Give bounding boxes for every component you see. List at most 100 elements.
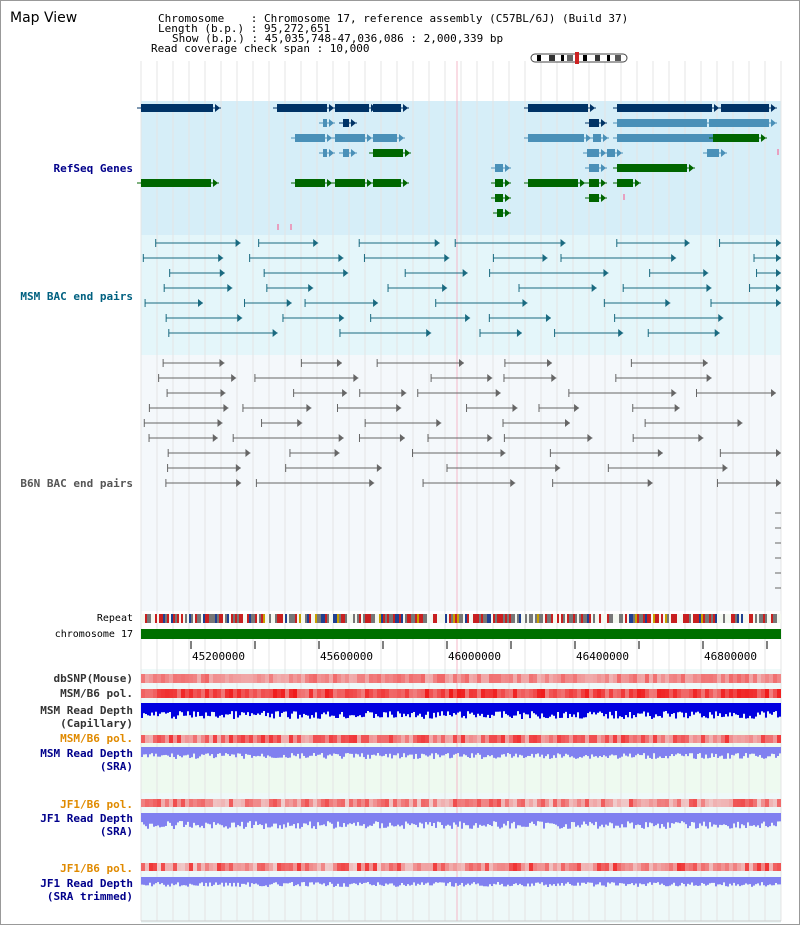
gene-strand-arrow xyxy=(761,134,766,142)
chromosome-bar xyxy=(141,629,781,639)
read-depth-bar xyxy=(371,703,373,713)
track-label-jf1-b6-pol-2[interactable]: JF1/B6 pol. xyxy=(60,862,133,875)
pol-density-cell xyxy=(713,863,717,871)
pol-density-cell xyxy=(405,799,409,807)
read-depth-bar xyxy=(171,877,173,884)
read-depth-bar xyxy=(227,747,229,755)
read-depth-bar xyxy=(569,813,571,829)
pol-density-cell xyxy=(281,799,285,807)
read-depth-bar xyxy=(717,813,719,828)
read-depth-bar xyxy=(443,813,445,829)
read-depth-bar xyxy=(661,813,663,825)
pol-density-cell xyxy=(761,689,765,698)
read-depth-bar xyxy=(551,877,553,886)
repeat-element xyxy=(399,614,401,623)
read-depth-bar xyxy=(475,703,477,718)
repeat-element xyxy=(237,614,239,623)
read-depth-bar xyxy=(193,703,195,712)
pol-density-cell xyxy=(593,689,597,698)
read-depth-bar xyxy=(587,747,589,757)
track-label-chromosome[interactable]: chromosome 17 xyxy=(54,629,133,640)
pol-density-cell xyxy=(261,735,265,743)
pol-density-cell xyxy=(497,735,501,743)
gene-exon-block xyxy=(495,164,503,172)
read-depth-bar xyxy=(549,703,551,717)
pol-density-cell xyxy=(385,799,389,807)
repeat-element xyxy=(757,614,759,623)
track-label-msm-bac[interactable]: MSM BAC end pairs xyxy=(20,290,133,303)
read-depth-bar xyxy=(311,703,313,716)
repeat-element xyxy=(473,614,475,623)
repeat-element xyxy=(437,614,439,623)
read-depth-bar xyxy=(317,747,319,755)
pol-density-cell xyxy=(685,799,689,807)
read-depth-bar xyxy=(755,747,757,756)
read-depth-bar xyxy=(593,813,595,826)
read-depth-bar xyxy=(701,747,703,758)
pol-density-cell xyxy=(673,863,677,871)
read-depth-bar xyxy=(243,747,245,759)
repeat-element xyxy=(425,614,427,623)
repeat-element xyxy=(687,614,689,623)
read-depth-bar xyxy=(145,813,147,827)
dbsnp-density-cell xyxy=(681,674,685,683)
dbsnp-density-cell xyxy=(413,674,417,683)
bac-end-arrow xyxy=(223,404,229,412)
track-label-msm-depth-cap[interactable]: MSM Read Depth xyxy=(40,704,133,717)
repeat-element xyxy=(465,614,467,623)
repeat-element xyxy=(375,614,377,623)
read-depth-bar xyxy=(565,813,567,825)
gene-strand-arrow xyxy=(771,119,776,127)
track-label-b6n-bac[interactable]: B6N BAC end pairs xyxy=(20,477,133,490)
read-depth-bar xyxy=(235,747,237,758)
track-label-msm-b6-pol-1[interactable]: MSM/B6 pol. xyxy=(60,687,133,700)
read-depth-bar xyxy=(155,747,157,754)
read-depth-bar xyxy=(217,813,219,824)
bac-end-arrow xyxy=(618,329,624,337)
track-label-dbsnp[interactable]: dbSNP(Mouse) xyxy=(53,672,133,685)
repeat-element xyxy=(449,614,451,623)
track-label-jf1-depth-trim[interactable]: JF1 Read Depth xyxy=(40,877,133,890)
read-depth-bar xyxy=(673,877,675,883)
track-label-msm-depth-sra[interactable]: MSM Read Depth xyxy=(40,747,133,760)
read-depth-bar xyxy=(461,813,463,829)
repeat-element xyxy=(405,614,407,623)
track-label-msm-b6-pol-2[interactable]: MSM/B6 pol. xyxy=(60,732,133,745)
track-label-jf1-depth-sra[interactable]: JF1 Read Depth xyxy=(40,812,133,825)
repeat-element xyxy=(177,614,179,623)
track-label-jf1-b6-pol-1[interactable]: JF1/B6 pol. xyxy=(60,798,133,811)
pol-density-cell xyxy=(713,735,717,743)
repeat-element xyxy=(597,614,599,623)
read-depth-bar xyxy=(275,703,277,712)
pol-density-cell xyxy=(253,689,257,698)
read-depth-bar xyxy=(771,813,773,823)
read-depth-bar xyxy=(387,877,389,885)
read-depth-bar xyxy=(335,813,337,828)
read-depth-bar xyxy=(181,877,183,886)
gene-exon-block xyxy=(323,149,327,157)
read-depth-bar xyxy=(377,703,379,717)
read-depth-bar xyxy=(749,813,751,826)
read-depth-bar xyxy=(203,747,205,755)
read-depth-bar xyxy=(617,877,619,886)
pol-density-cell xyxy=(217,799,221,807)
pol-density-cell xyxy=(557,863,561,871)
gene-exon-block xyxy=(343,149,349,157)
read-depth-bar xyxy=(149,747,151,755)
read-depth-bar xyxy=(405,877,407,887)
read-depth-bar xyxy=(725,747,727,759)
repeat-element xyxy=(737,614,739,623)
repeat-element xyxy=(729,614,731,623)
dbsnp-density-cell xyxy=(445,674,449,683)
read-depth-bar xyxy=(365,747,367,759)
track-label-repeat[interactable]: Repeat xyxy=(96,613,133,624)
track-label-refseq-genes[interactable]: RefSeq Genes xyxy=(53,162,133,175)
pol-density-cell xyxy=(293,689,297,698)
read-depth-bar xyxy=(553,877,555,885)
read-depth-bar xyxy=(695,703,697,713)
read-depth-bar xyxy=(515,703,517,716)
read-depth-bar xyxy=(647,747,649,756)
repeat-element xyxy=(587,614,589,623)
read-depth-bar xyxy=(697,703,699,712)
